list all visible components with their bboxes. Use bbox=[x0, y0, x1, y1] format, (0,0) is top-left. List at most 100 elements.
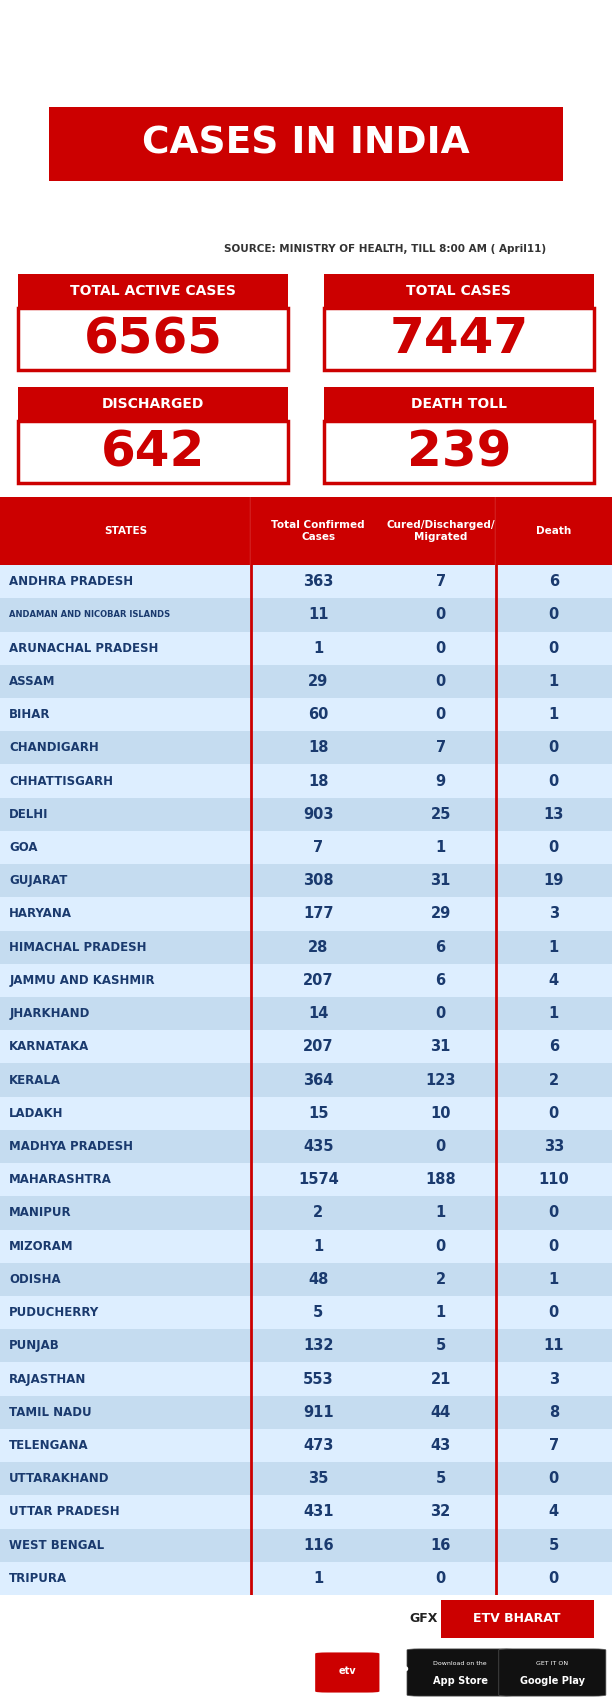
FancyBboxPatch shape bbox=[0, 931, 612, 963]
Text: 0: 0 bbox=[549, 1305, 559, 1321]
FancyBboxPatch shape bbox=[324, 420, 594, 483]
Text: 0: 0 bbox=[436, 674, 446, 689]
Text: 5: 5 bbox=[436, 1471, 446, 1486]
Text: 1: 1 bbox=[549, 1271, 559, 1287]
FancyBboxPatch shape bbox=[0, 798, 612, 831]
Text: Google Play: Google Play bbox=[520, 1676, 584, 1687]
Text: 363: 363 bbox=[303, 574, 334, 589]
FancyBboxPatch shape bbox=[0, 631, 612, 665]
FancyBboxPatch shape bbox=[324, 274, 594, 308]
Text: 0: 0 bbox=[549, 1106, 559, 1120]
Text: 5: 5 bbox=[436, 1338, 446, 1353]
Text: etv: etv bbox=[339, 1666, 356, 1676]
Text: 11: 11 bbox=[308, 608, 329, 623]
Text: 21: 21 bbox=[430, 1372, 451, 1387]
Text: 2: 2 bbox=[436, 1271, 446, 1287]
FancyBboxPatch shape bbox=[0, 698, 612, 732]
FancyBboxPatch shape bbox=[18, 386, 288, 420]
FancyBboxPatch shape bbox=[0, 1496, 612, 1528]
FancyBboxPatch shape bbox=[0, 1096, 612, 1130]
Text: 1574: 1574 bbox=[298, 1173, 338, 1188]
Text: 33: 33 bbox=[543, 1139, 564, 1154]
FancyBboxPatch shape bbox=[0, 1030, 612, 1064]
Text: 1: 1 bbox=[549, 1006, 559, 1021]
Text: 0: 0 bbox=[436, 640, 446, 655]
Text: Total Confirmed
Cases: Total Confirmed Cases bbox=[272, 521, 365, 541]
Text: 48: 48 bbox=[308, 1271, 329, 1287]
Text: GET IT ON: GET IT ON bbox=[536, 1661, 568, 1666]
FancyBboxPatch shape bbox=[0, 963, 612, 997]
Text: 0: 0 bbox=[549, 1571, 559, 1586]
Text: 15: 15 bbox=[308, 1106, 329, 1120]
Text: 0: 0 bbox=[436, 1571, 446, 1586]
Text: 2: 2 bbox=[313, 1205, 323, 1220]
FancyBboxPatch shape bbox=[441, 1600, 594, 1639]
Text: TOTAL CASES: TOTAL CASES bbox=[406, 284, 512, 298]
FancyBboxPatch shape bbox=[0, 732, 612, 764]
FancyBboxPatch shape bbox=[0, 1064, 612, 1096]
Text: 116: 116 bbox=[303, 1537, 334, 1552]
FancyBboxPatch shape bbox=[0, 1396, 612, 1430]
Text: 35: 35 bbox=[308, 1471, 329, 1486]
Text: 473: 473 bbox=[303, 1438, 334, 1454]
FancyBboxPatch shape bbox=[0, 1197, 612, 1229]
Text: RAJASTHAN: RAJASTHAN bbox=[9, 1372, 86, 1385]
FancyBboxPatch shape bbox=[18, 274, 288, 308]
Text: 1: 1 bbox=[549, 706, 559, 722]
Text: 44: 44 bbox=[430, 1404, 451, 1419]
Text: SOURCE: MINISTRY OF HEALTH, TILL 8:00 AM ( April11): SOURCE: MINISTRY OF HEALTH, TILL 8:00 AM… bbox=[225, 243, 547, 254]
FancyBboxPatch shape bbox=[0, 1130, 612, 1162]
FancyBboxPatch shape bbox=[407, 1649, 514, 1697]
Text: TOTAL ACTIVE CASES: TOTAL ACTIVE CASES bbox=[70, 284, 236, 298]
Text: GFX: GFX bbox=[409, 1612, 438, 1625]
FancyBboxPatch shape bbox=[0, 764, 612, 798]
FancyBboxPatch shape bbox=[0, 665, 612, 698]
Text: DEATH TOLL: DEATH TOLL bbox=[411, 397, 507, 410]
Text: 2: 2 bbox=[549, 1072, 559, 1088]
Text: TELENGANA: TELENGANA bbox=[9, 1438, 89, 1452]
Text: 0: 0 bbox=[549, 841, 559, 854]
Text: 0: 0 bbox=[436, 706, 446, 722]
Text: JHARKHAND: JHARKHAND bbox=[9, 1008, 89, 1019]
FancyBboxPatch shape bbox=[0, 1362, 612, 1396]
Text: HARYANA: HARYANA bbox=[9, 907, 72, 921]
FancyBboxPatch shape bbox=[0, 1263, 612, 1295]
Text: KERALA: KERALA bbox=[9, 1074, 61, 1086]
FancyBboxPatch shape bbox=[315, 1653, 379, 1692]
Text: 31: 31 bbox=[430, 873, 451, 888]
Text: 123: 123 bbox=[425, 1072, 456, 1088]
Text: WEST BENGAL: WEST BENGAL bbox=[9, 1539, 104, 1552]
Text: BIHAR: BIHAR bbox=[9, 708, 51, 722]
FancyBboxPatch shape bbox=[0, 1295, 612, 1329]
Text: 5: 5 bbox=[313, 1305, 323, 1321]
Text: 188: 188 bbox=[425, 1173, 456, 1188]
Text: 10: 10 bbox=[430, 1106, 451, 1120]
Text: 1: 1 bbox=[436, 1305, 446, 1321]
Text: ANDHRA PRADESH: ANDHRA PRADESH bbox=[9, 575, 133, 589]
Text: 6: 6 bbox=[549, 1040, 559, 1054]
Text: HIMACHAL PRADESH: HIMACHAL PRADESH bbox=[9, 941, 147, 953]
Text: 0: 0 bbox=[436, 1139, 446, 1154]
Text: 7447: 7447 bbox=[389, 315, 529, 363]
Text: 29: 29 bbox=[430, 907, 451, 921]
Text: 13: 13 bbox=[543, 807, 564, 822]
Text: 110: 110 bbox=[539, 1173, 569, 1188]
Text: 239: 239 bbox=[407, 429, 511, 477]
Text: 431: 431 bbox=[303, 1505, 334, 1520]
Text: CHANDIGARH: CHANDIGARH bbox=[9, 742, 99, 754]
Text: 177: 177 bbox=[303, 907, 334, 921]
Text: 0: 0 bbox=[549, 1205, 559, 1220]
Text: 6: 6 bbox=[436, 940, 446, 955]
FancyBboxPatch shape bbox=[0, 1162, 612, 1197]
Text: MAHARASHTRA: MAHARASHTRA bbox=[9, 1173, 112, 1186]
Text: UTTAR PRADESH: UTTAR PRADESH bbox=[9, 1506, 120, 1518]
Text: 7: 7 bbox=[436, 740, 446, 756]
Text: 28: 28 bbox=[308, 940, 329, 955]
Text: 642: 642 bbox=[101, 429, 205, 477]
Text: 435: 435 bbox=[303, 1139, 334, 1154]
FancyBboxPatch shape bbox=[0, 1329, 612, 1362]
Text: 25: 25 bbox=[430, 807, 451, 822]
Text: 60: 60 bbox=[308, 706, 329, 722]
Text: 0: 0 bbox=[549, 740, 559, 756]
Text: 308: 308 bbox=[303, 873, 334, 888]
